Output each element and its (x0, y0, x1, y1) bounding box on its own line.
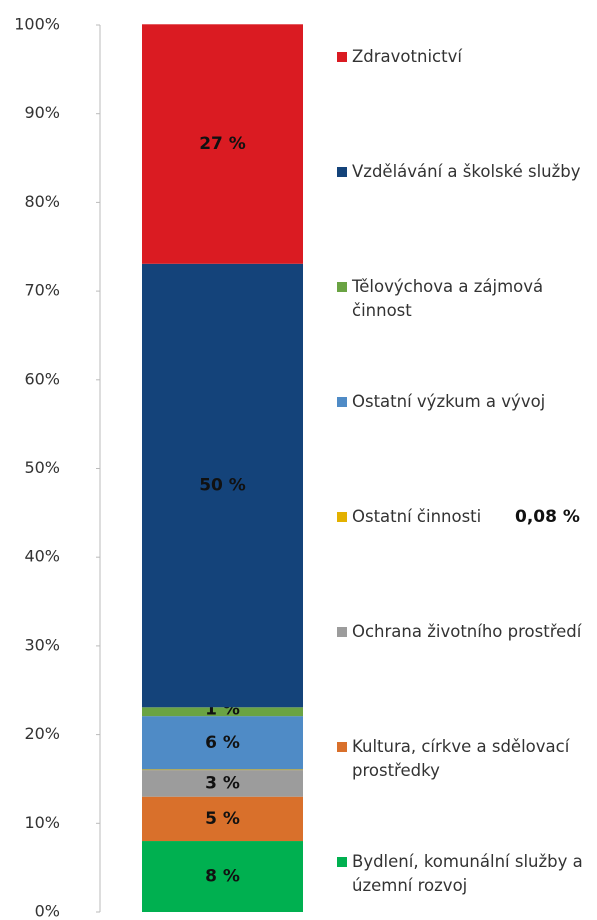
y-tick-label: 60% (24, 369, 60, 388)
data-label: 5 % (205, 809, 240, 829)
data-label: 6 % (205, 733, 240, 753)
bar-segment (142, 769, 303, 771)
data-label: 8 % (205, 867, 240, 887)
data-label: 3 % (205, 773, 240, 793)
legend-swatch (337, 627, 347, 637)
bar-segment (142, 716, 303, 770)
legend-item: Vzdělávání a školské služby (337, 160, 587, 184)
y-tick-label: 90% (24, 103, 60, 122)
legend-swatch (337, 742, 347, 752)
y-tick-label: 30% (24, 635, 60, 654)
y-tick-label: 40% (24, 547, 60, 566)
legend-swatch (337, 282, 347, 292)
y-tick-label: 70% (24, 281, 60, 300)
legend-swatch (337, 167, 347, 177)
data-label: 0,08 % (515, 507, 580, 527)
legend-swatch (337, 52, 347, 62)
y-tick-label: 50% (24, 458, 60, 477)
data-label: 50 % (199, 476, 246, 496)
legend-swatch (337, 857, 347, 867)
legend-item: Ostatní výzkum a vývoj (337, 390, 587, 414)
legend-swatch (337, 512, 347, 522)
legend-item: Ostatní činnosti (337, 505, 587, 529)
y-tick-label: 100% (14, 15, 60, 34)
legend-item: Bydlení, komunální služby a územní rozvo… (337, 850, 587, 898)
legend-item: Tělovýchova a zájmová činnost (337, 275, 587, 323)
y-tick-label: 10% (24, 813, 60, 832)
bar-segment (142, 263, 303, 708)
y-tick-label: 20% (24, 724, 60, 743)
data-label: 27 % (199, 134, 246, 154)
legend-label: Kultura, církve a sdělovací prostředky (352, 737, 570, 780)
legend-label: Ostatní výzkum a vývoj (352, 392, 546, 411)
legend-item: Zdravotnictví (337, 45, 587, 69)
legend-label: Ochrana životního prostředí (352, 622, 582, 641)
bar-segment (142, 770, 303, 797)
bar-segment (142, 707, 303, 717)
legend-label: Ostatní činnosti (352, 507, 482, 526)
y-tick-label: 0% (35, 902, 60, 920)
bar-segment (142, 796, 303, 842)
legend-label: Vzdělávání a školské služby (352, 162, 581, 181)
legend-item: Kultura, církve a sdělovací prostředky (337, 735, 587, 783)
bar-segment (142, 24, 303, 264)
legend-label: Tělovýchova a zájmová činnost (352, 277, 544, 320)
legend-item: Ochrana životního prostředí (337, 620, 587, 644)
legend-label: Bydlení, komunální služby a územní rozvo… (352, 852, 583, 895)
y-tick-label: 80% (24, 192, 60, 211)
bar-segment (142, 841, 303, 912)
legend-label: Zdravotnictví (352, 47, 462, 66)
legend-swatch (337, 397, 347, 407)
